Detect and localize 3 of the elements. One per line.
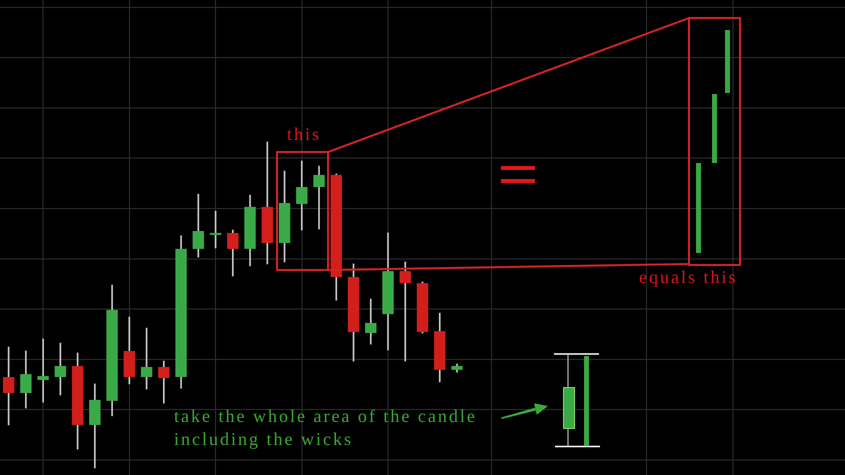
annotation: take the whole area of the candle including the wicks xyxy=(174,405,478,451)
annotation: equals this xyxy=(639,266,738,289)
annotation: this xyxy=(287,123,322,146)
